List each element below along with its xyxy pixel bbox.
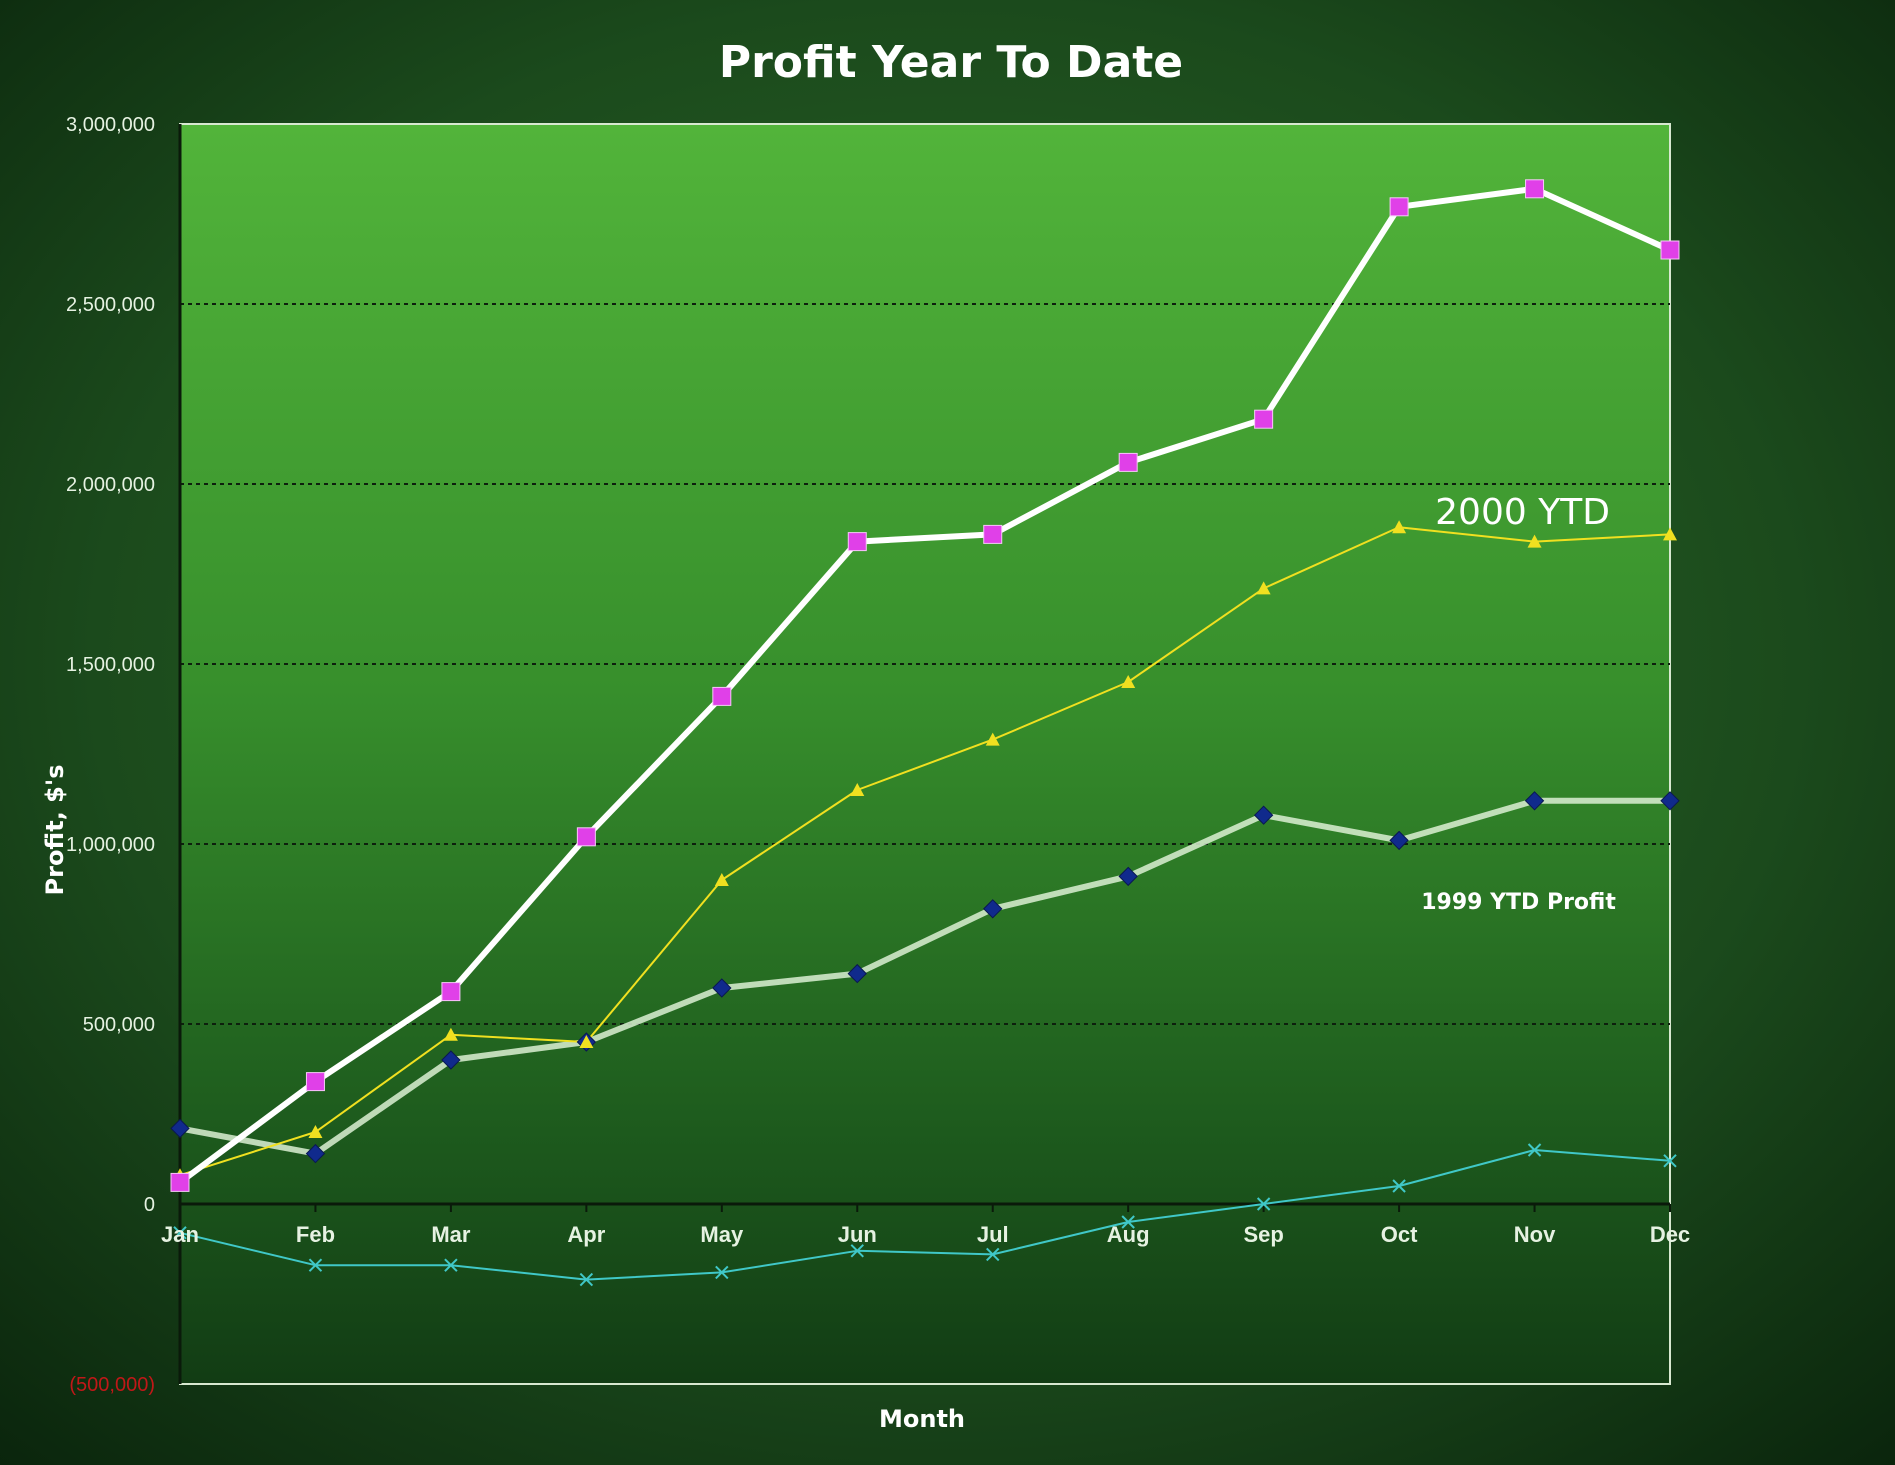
series-line-pink — [178, 185, 1672, 1185]
data-point-navy — [1389, 830, 1409, 851]
data-point-cyan — [444, 1258, 458, 1272]
x-tick-label: Aug — [1107, 1222, 1150, 1247]
series-line-yellow — [179, 526, 1671, 1177]
y-tick-labels: 3,000,000 2,500,000 2,000,000 1,500,000 1,00… — [66, 114, 155, 1396]
data-point-yellow — [579, 1035, 594, 1048]
data-point-cyan — [715, 1265, 729, 1280]
data-point-pink — [170, 1172, 190, 1192]
y-axis-label: Profit, $'s — [41, 765, 69, 896]
y-tick-label: 1,000,000 — [66, 834, 155, 856]
x-tick-label: Oct — [1381, 1222, 1418, 1247]
data-point-pink — [1525, 179, 1545, 199]
data-point-cyan — [579, 1272, 594, 1287]
x-tick-label: Jan — [161, 1222, 199, 1247]
annotations: 2000 YTD 1999 YTD Profit — [1421, 492, 1616, 915]
data-point-pink — [1254, 409, 1274, 429]
data-point-cyan — [1256, 1197, 1271, 1211]
y-tick-label: 500,000 — [83, 1014, 155, 1036]
data-point-yellow — [443, 1027, 458, 1041]
data-point-cyan — [850, 1244, 864, 1258]
x-tick-label: Dec — [1650, 1222, 1690, 1247]
data-point-navy — [712, 978, 732, 998]
y-tick-label: (500,000) — [69, 1374, 155, 1396]
plot-area — [179, 123, 1671, 1385]
data-point-yellow — [308, 1125, 323, 1138]
data-point-cyan — [986, 1247, 1000, 1262]
data-point-pink — [576, 827, 596, 847]
data-point-navy — [305, 1143, 326, 1164]
data-point-cyan — [1392, 1179, 1406, 1193]
data-point-cyan — [173, 1226, 187, 1240]
annotation-1999-ytd-profit: 1999 YTD Profit — [1421, 890, 1616, 915]
data-point-navy — [983, 899, 1003, 919]
x-tick-label: May — [700, 1222, 744, 1247]
y-tick-label: 1,500,000 — [66, 654, 155, 676]
data-point-yellow — [1256, 581, 1271, 595]
data-point-pink — [1118, 452, 1138, 472]
data-point-navy — [1118, 866, 1138, 887]
data-point-pink — [441, 982, 461, 1002]
data-point-cyan — [1663, 1154, 1677, 1168]
data-point-navy — [441, 1050, 461, 1070]
series-line-cyan — [179, 1149, 1671, 1281]
data-point-pink — [1389, 197, 1409, 217]
data-point-yellow — [1527, 534, 1542, 548]
chart-title: Profit Year To Date — [719, 37, 1183, 88]
x-tick-label: Sep — [1243, 1222, 1283, 1247]
y-tick-label: 2,500,000 — [66, 294, 155, 316]
data-point-pink — [847, 532, 867, 552]
annotation-2000-ytd: 2000 YTD — [1435, 492, 1610, 533]
x-tick-label: Nov — [1514, 1222, 1556, 1247]
data-point-pink — [1660, 240, 1680, 260]
data-point-cyan — [1121, 1215, 1135, 1229]
series-line-navy — [179, 797, 1670, 1157]
data-point-pink — [305, 1072, 325, 1092]
data-point-yellow — [714, 873, 729, 886]
y-tick-label: 0 — [144, 1194, 155, 1216]
data-point-cyan — [308, 1258, 323, 1272]
x-tick-labels: Jan Feb Mar Apr May Jun Jul Aug Sep Oct Nov Dec — [161, 1222, 1690, 1247]
data-point-navy — [1253, 805, 1274, 825]
data-point-cyan — [1527, 1143, 1542, 1157]
y-tick-label: 3,000,000 — [66, 114, 155, 136]
series-markers — [170, 179, 1680, 1287]
data-point-pink — [983, 524, 1003, 544]
data-point-pink — [712, 686, 732, 706]
data-point-navy — [1660, 791, 1680, 811]
series-lines — [178, 185, 1672, 1281]
y-tick-label: 2,000,000 — [66, 474, 155, 496]
data-point-yellow — [850, 783, 865, 796]
x-tick-label: Feb — [296, 1222, 335, 1247]
data-point-yellow — [1663, 527, 1677, 541]
data-point-yellow — [1121, 675, 1136, 688]
data-point-navy — [170, 1118, 190, 1139]
data-point-navy — [1524, 791, 1545, 811]
x-tick-label: Jun — [838, 1222, 877, 1247]
x-axis-label: Month — [879, 1405, 965, 1433]
grid-lines — [180, 303, 1670, 1025]
data-point-navy — [847, 963, 867, 984]
data-point-yellow — [1392, 520, 1407, 534]
data-point-yellow — [985, 732, 1000, 746]
x-tick-label: Apr — [567, 1222, 605, 1247]
x-tick-label: Jul — [977, 1222, 1009, 1247]
x-tick-label: Mar — [431, 1222, 471, 1247]
